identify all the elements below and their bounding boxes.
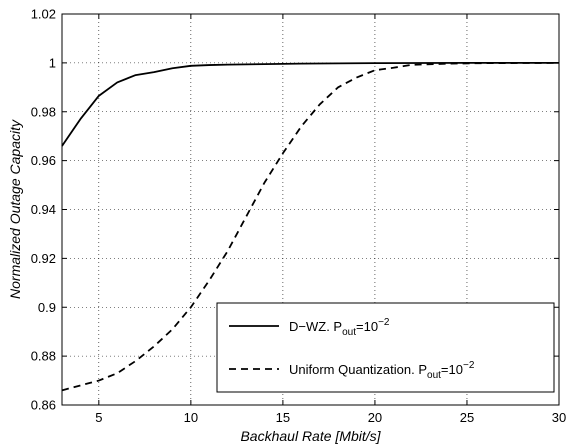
axis-ticks: 5 10 15 20 25 30 0.86 0.88 0.9 0.92 0.94 0.96 0.98 1 1… bbox=[31, 7, 567, 426]
y-tick-label: 0.9 bbox=[38, 300, 56, 315]
legend-box bbox=[216, 302, 555, 393]
legend-entry-label: Uniform Quantization. Pout=10−2 bbox=[289, 360, 475, 381]
plot-lines bbox=[61, 61, 560, 392]
legend-entry-label: D−WZ. Pout=10−2 bbox=[289, 317, 390, 338]
x-tick-label: 10 bbox=[184, 410, 198, 425]
series-line-dwz bbox=[61, 61, 559, 147]
y-tick-label: 0.92 bbox=[31, 251, 56, 266]
y-tick-label: 0.98 bbox=[31, 104, 56, 119]
y-tick-label: 1 bbox=[49, 55, 56, 70]
y-tick-label: 0.96 bbox=[31, 153, 56, 168]
x-axis-label: Backhaul Rate [Mbit/s] bbox=[240, 428, 381, 444]
legend: D−WZ. Pout=10−2 Uniform Quantization. Pou… bbox=[216, 302, 555, 393]
x-tick-label: 15 bbox=[276, 410, 290, 425]
series-line-uniform-quantization bbox=[61, 61, 560, 392]
x-tick-label: 5 bbox=[95, 410, 102, 425]
y-tick-label: 0.86 bbox=[31, 398, 56, 413]
y-axis-label: Normalized Outage Capacity bbox=[7, 119, 23, 299]
x-tick-label: 25 bbox=[460, 410, 474, 425]
y-tick-label: 0.88 bbox=[31, 349, 56, 364]
x-tick-label: 20 bbox=[368, 410, 382, 425]
x-tick-label: 30 bbox=[552, 410, 566, 425]
y-tick-label: 0.94 bbox=[31, 202, 56, 217]
y-tick-label: 1.02 bbox=[31, 7, 56, 22]
